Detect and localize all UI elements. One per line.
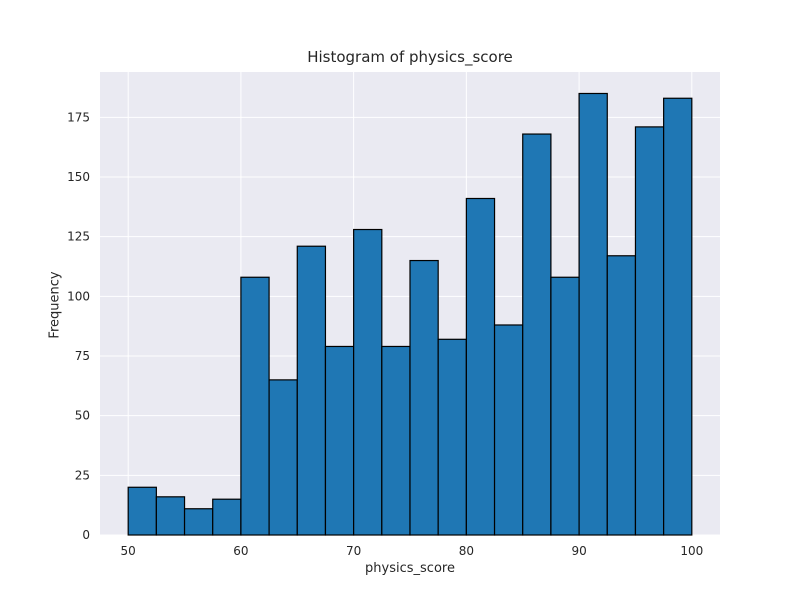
y-tick-label: 25 [75,468,90,482]
histogram-bar [606,255,637,536]
histogram-bar [578,92,608,536]
histogram-bar [465,197,496,536]
histogram-bar [522,133,552,536]
histogram-bar [296,245,327,536]
x-axis-label: physics_score [365,561,455,576]
y-tick-label: 0 [82,528,90,542]
y-axis-label: Frequency [47,271,63,339]
histogram-bar [634,126,665,536]
histogram-bar [437,338,467,536]
histogram-bar [409,259,439,536]
histogram-bar [324,345,355,536]
y-tick-label: 125 [67,230,90,244]
x-tick-label: 60 [233,544,248,558]
y-axis-ticks: 0 25 50 75 100 125 150 175 [67,110,90,542]
histogram-bar [127,486,157,536]
histogram-bar [663,97,693,536]
chart-title: Histogram of physics_score [307,48,513,66]
x-tick-label: 50 [121,544,136,558]
y-tick-label: 100 [67,289,90,303]
histogram-bar [183,508,214,536]
histogram-bar [212,498,242,536]
histogram-bars [127,92,693,536]
histogram-bar [550,276,580,536]
y-tick-label: 50 [75,409,90,423]
histogram-bar [493,324,524,536]
y-tick-label: 150 [67,170,90,184]
y-tick-label: 75 [75,349,90,363]
histogram-bar [353,228,383,536]
x-tick-label: 80 [459,544,474,558]
x-axis-ticks: 50 60 70 80 90 100 [121,544,704,558]
x-tick-label: 70 [346,544,361,558]
histogram-bar [240,276,270,536]
x-tick-label: 90 [571,544,586,558]
histogram-bar [381,345,411,536]
histogram-bar [155,496,186,536]
x-tick-label: 100 [680,544,703,558]
y-tick-label: 175 [67,110,90,124]
histogram-bar [268,379,298,536]
